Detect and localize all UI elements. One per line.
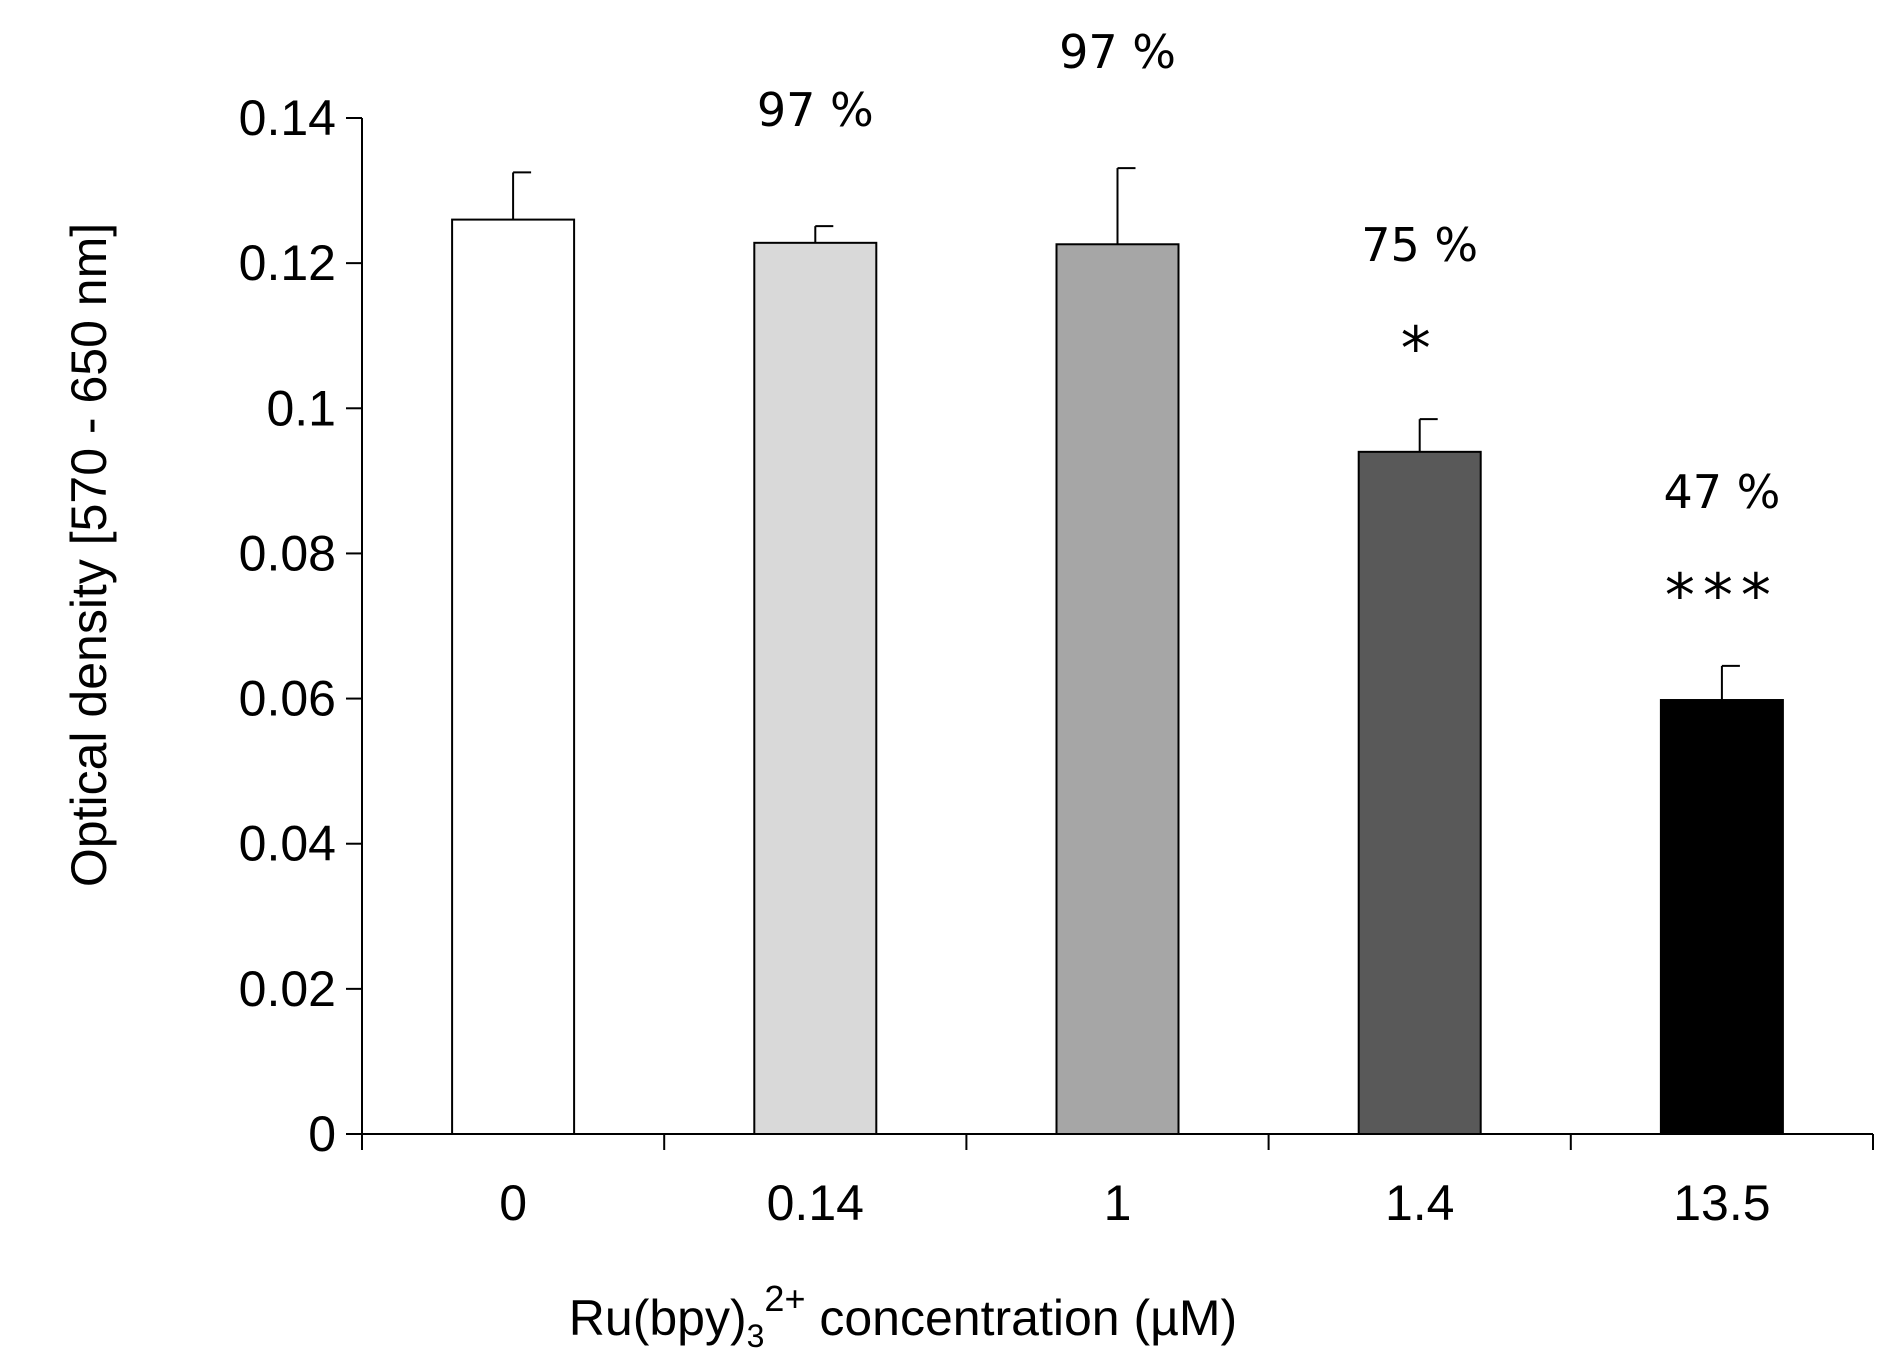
- x-tick-label: 0.14: [767, 1175, 864, 1231]
- y-axis-title: Optical density [570 - 650 nm]: [61, 223, 117, 887]
- axes-group: [361, 118, 1873, 1135]
- x-axis-title-tail: concentration (µM): [805, 1290, 1237, 1346]
- x-tick-label: 1.4: [1385, 1175, 1455, 1231]
- bar: [1659, 699, 1784, 1135]
- x-tick-label: 13.5: [1673, 1175, 1770, 1231]
- x-tick-label: 0: [499, 1175, 527, 1231]
- y-tick-label: 0.02: [239, 961, 336, 1017]
- y-tick-label: 0.12: [239, 235, 336, 291]
- percent-annotation: 47 %: [1663, 465, 1780, 519]
- x-tick-label: 1: [1104, 1175, 1132, 1231]
- significance-marker: ***: [1665, 561, 1779, 631]
- y-ticks-group: 0 0.02 0.04 0.06 0.08 0.1 0.12 0.14: [239, 90, 362, 1162]
- bar: [1055, 243, 1180, 1135]
- x-axis-title-subscript: 3: [747, 1318, 765, 1354]
- bar: [451, 218, 576, 1136]
- x-ticks-group: 0 0.14 1 1.4 13.5: [361, 1134, 1874, 1231]
- significance-marker: *: [1401, 314, 1439, 384]
- y-tick-label: 0.08: [239, 525, 336, 581]
- percent-annotation: 75 %: [1361, 218, 1478, 272]
- x-axis-title-superscript: 2+: [764, 1278, 805, 1319]
- x-axis-title-main: Ru(bpy): [569, 1290, 747, 1346]
- x-axis-title: Ru(bpy)32+ concentration (µM): [569, 1278, 1237, 1354]
- bars-group: [451, 218, 1784, 1136]
- y-tick-label: 0.14: [239, 90, 336, 146]
- annotations-group: 97 % 97 % * 75 % *** 47 %: [757, 25, 1780, 631]
- y-tick-label: 0.1: [266, 380, 336, 436]
- percent-annotation: 97 %: [1059, 25, 1176, 79]
- error-bars-group: [512, 167, 1740, 701]
- y-tick-label: 0.04: [239, 816, 336, 872]
- y-tick-label: 0.06: [239, 671, 336, 727]
- bar: [753, 241, 878, 1135]
- bar: [1357, 450, 1482, 1136]
- y-tick-label: 0: [308, 1106, 336, 1162]
- percent-annotation: 97 %: [757, 83, 874, 137]
